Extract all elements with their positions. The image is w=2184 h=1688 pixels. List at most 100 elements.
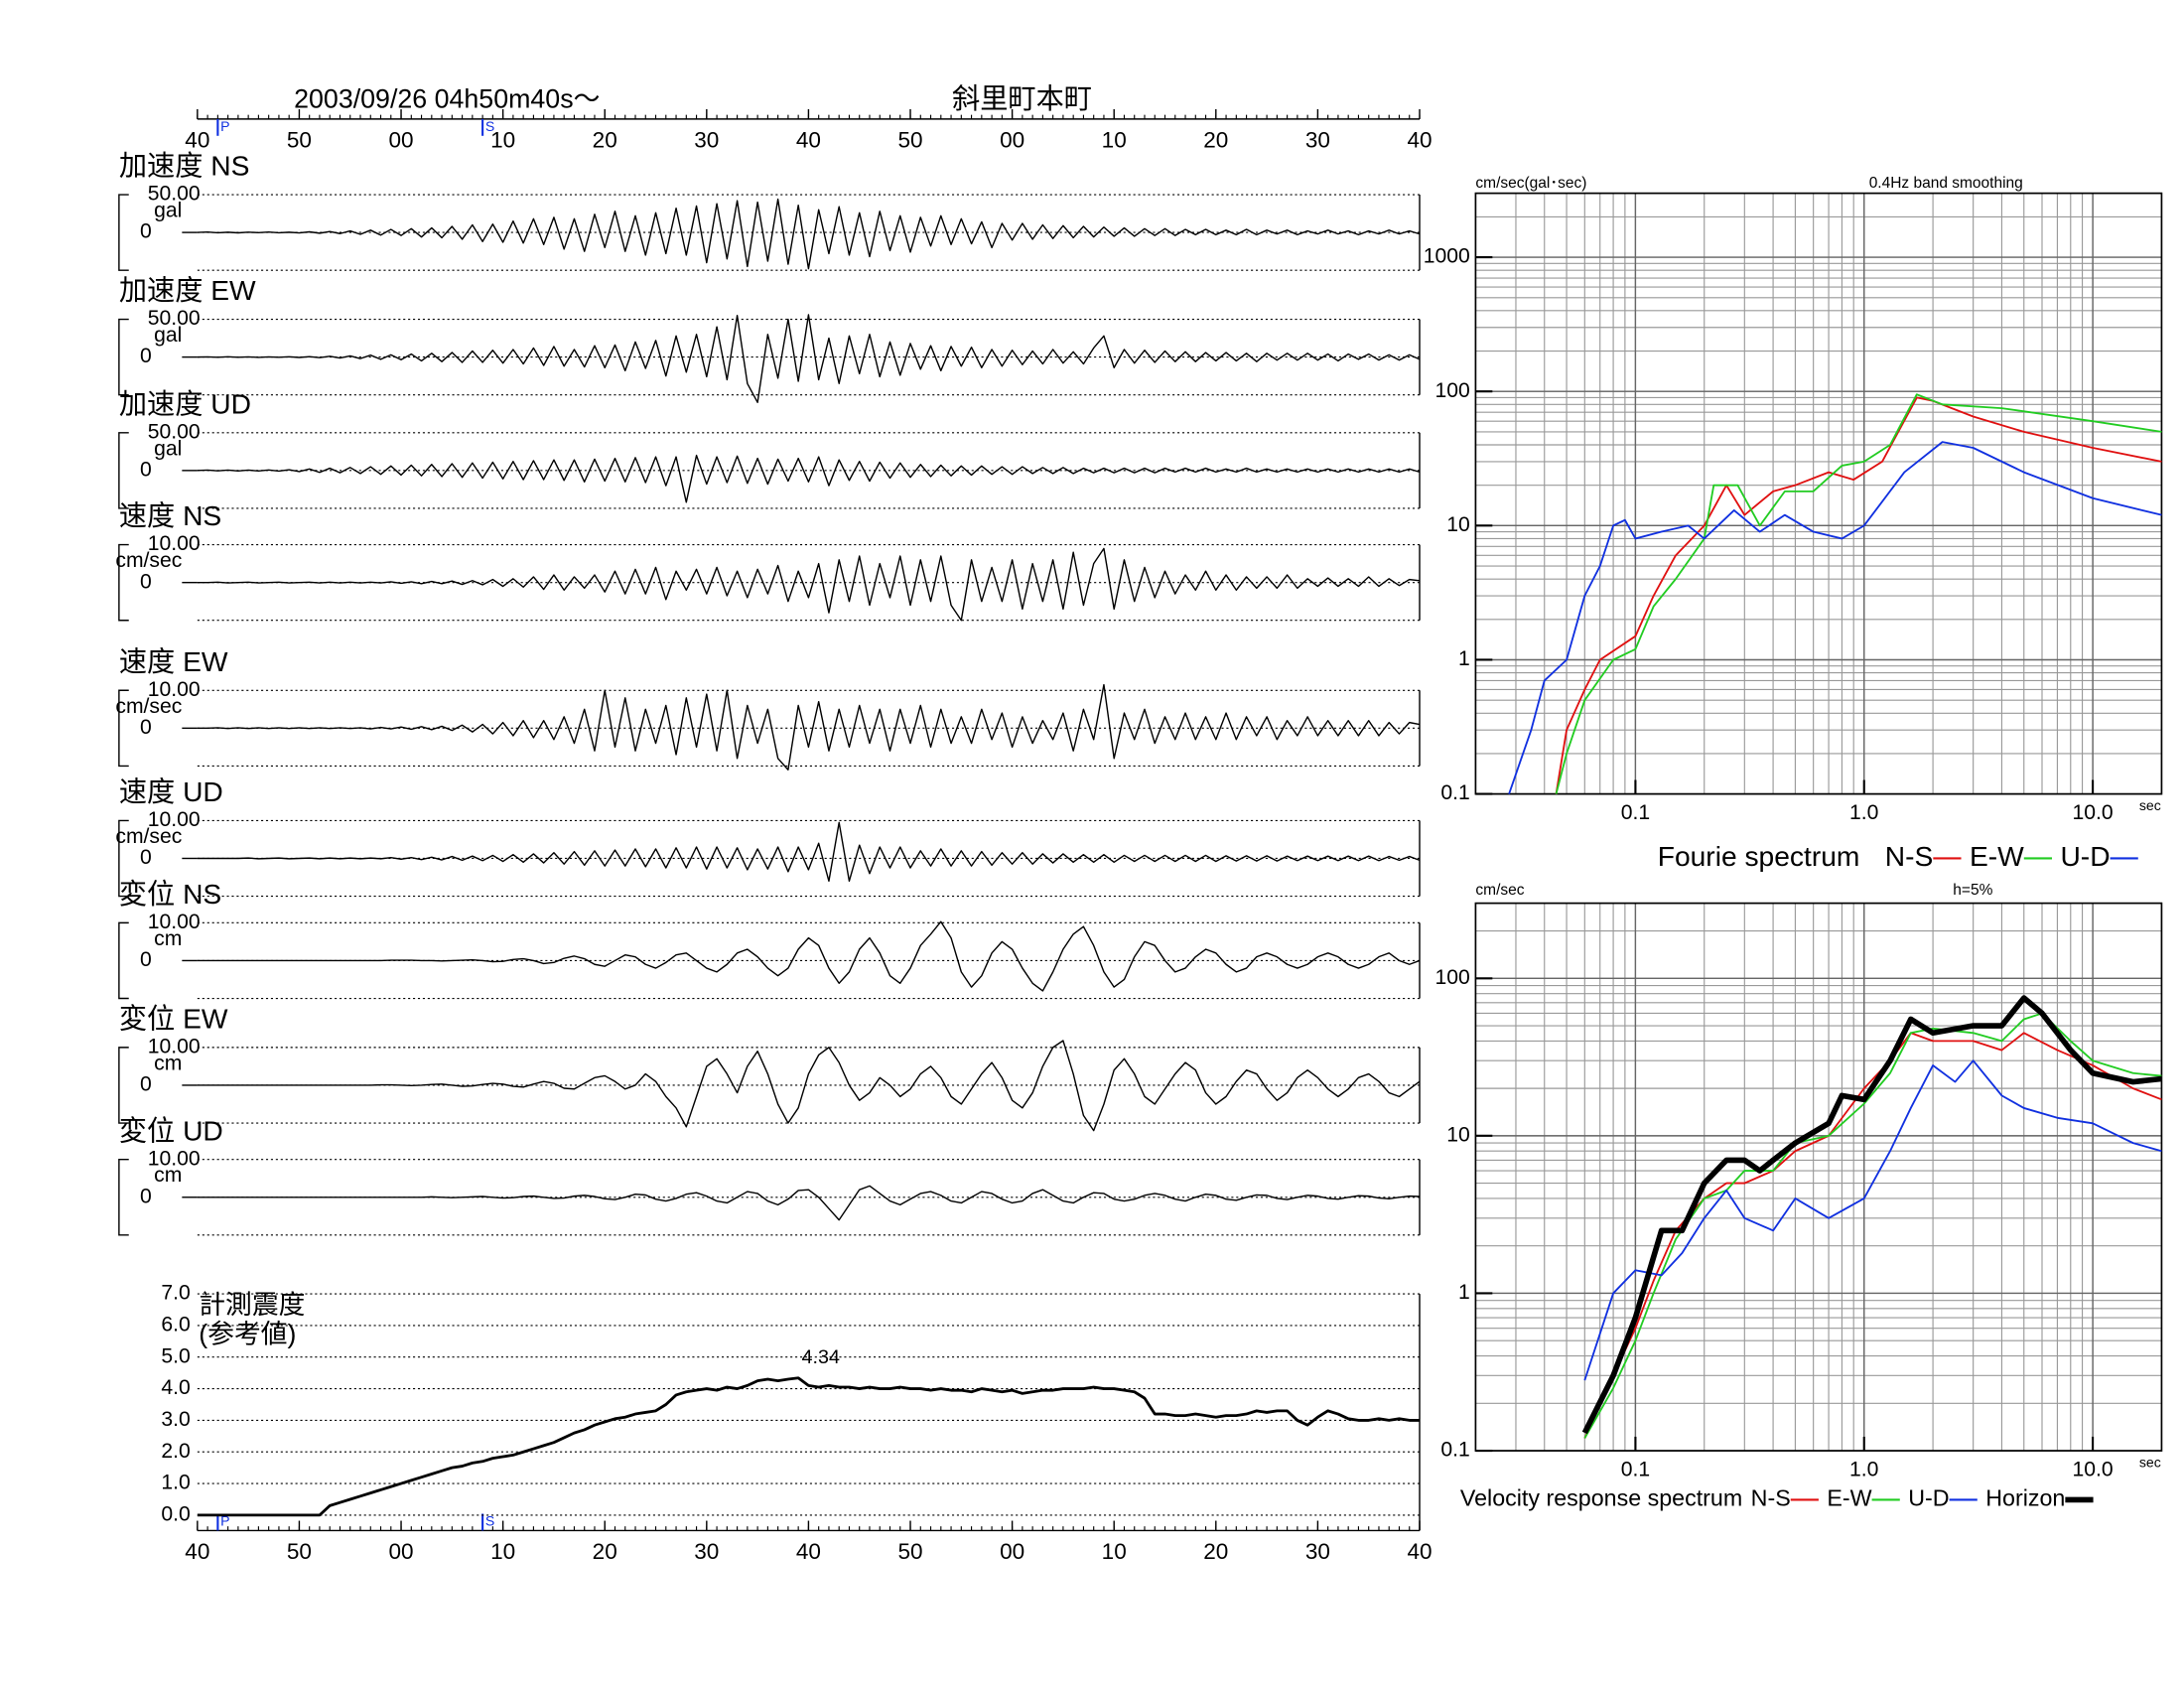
trace-title: 変位 NS xyxy=(119,878,221,910)
intensity-trace xyxy=(197,1376,1420,1517)
time-tick-label: 50 xyxy=(897,1539,922,1564)
time-tick-label: 40 xyxy=(185,127,209,152)
unit-label: cm xyxy=(154,1052,182,1074)
y-tick-label: 0.1 xyxy=(1440,1439,1469,1462)
zero-label: 0 xyxy=(140,846,152,869)
panel-bracket xyxy=(118,1158,129,1236)
panel-bracket xyxy=(118,432,129,509)
spectrum-curve xyxy=(1555,393,2162,794)
y-tick-label: 1 xyxy=(1458,1281,1470,1304)
legend-label: E-W xyxy=(1970,840,2024,872)
panel-bracket xyxy=(118,819,129,898)
scale-label: 10.00 xyxy=(148,1147,201,1170)
time-tick-label: 20 xyxy=(1203,1539,1228,1564)
unit-label: cm/sec xyxy=(115,825,182,848)
unit-label: cm/sec xyxy=(115,549,182,572)
legend-label: E-W xyxy=(1827,1485,1871,1511)
time-tick-label: 30 xyxy=(694,1539,719,1564)
y-tick-label: 0.1 xyxy=(1440,781,1469,804)
unit-label: cm xyxy=(154,1164,182,1187)
chart-subtitle: 0.4Hz band smoothing xyxy=(1869,175,2023,192)
waveform-trace xyxy=(197,821,1421,883)
y-tick-label: 6.0 xyxy=(161,1314,190,1336)
panel-bracket xyxy=(118,689,129,768)
waveform-trace xyxy=(197,920,1421,992)
time-tick-label: 40 xyxy=(796,1539,821,1564)
zero-label: 0 xyxy=(140,570,152,593)
y-tick-label: 4.0 xyxy=(161,1376,190,1399)
y-tick-label: 10 xyxy=(1446,513,1470,536)
time-tick-label: 00 xyxy=(388,127,413,152)
scale-label: 50.00 xyxy=(148,420,201,443)
time-tick-label: 30 xyxy=(1305,127,1330,152)
time-tick-label: 00 xyxy=(1000,1539,1024,1564)
y-tick-label: 1000 xyxy=(1424,245,1470,268)
chart-subtitle: (参考値) xyxy=(199,1319,296,1348)
plot-frame xyxy=(1474,192,2163,795)
legend-label: Horizon xyxy=(1985,1485,2065,1511)
scale-label: 50.00 xyxy=(148,307,201,330)
legend-label: U-D xyxy=(1908,1485,1949,1511)
waveform-trace xyxy=(197,1185,1421,1221)
panel-bracket xyxy=(118,543,129,622)
y-tick-label: 7.0 xyxy=(161,1282,190,1305)
chart-title: 計測震度 xyxy=(199,1290,305,1320)
record-time: 2003/09/26 04h50m40s～ xyxy=(294,84,600,114)
time-tick-label: 50 xyxy=(287,1539,312,1564)
x-tick-label: 1.0 xyxy=(1849,801,1878,824)
zero-label: 0 xyxy=(140,1185,152,1207)
time-tick-label: 50 xyxy=(897,127,922,152)
panel-bracket xyxy=(118,921,129,1000)
waveform-trace xyxy=(197,1040,1421,1132)
y-tick-label: 1.0 xyxy=(161,1472,190,1494)
time-tick-label: 20 xyxy=(593,127,617,152)
phase-label: P xyxy=(220,118,229,134)
legend-label: N-S xyxy=(1885,840,1934,872)
zero-label: 0 xyxy=(140,948,152,971)
scale-label: 10.00 xyxy=(148,808,201,831)
trace-title: 加速度 UD xyxy=(119,387,251,419)
time-tick-label: 10 xyxy=(490,127,515,152)
scale-label: 10.00 xyxy=(148,532,201,555)
spectrum-curve xyxy=(1581,995,2162,1435)
zero-label: 0 xyxy=(140,220,152,243)
station-name: 斜里町本町 xyxy=(952,82,1092,114)
unit-label: gal xyxy=(154,324,182,347)
x-tick-label: 0.1 xyxy=(1621,1458,1650,1480)
zero-label: 0 xyxy=(140,716,152,739)
unit-label: cm/sec xyxy=(115,695,182,718)
time-tick-label: 40 xyxy=(796,127,821,152)
waveform-trace xyxy=(197,198,1421,270)
x-axis-label: sec xyxy=(2139,797,2161,813)
phase-label: P xyxy=(220,1513,229,1529)
chart-subtitle: h=5% xyxy=(1953,882,1992,899)
zero-label: 0 xyxy=(140,458,152,481)
phase-label: S xyxy=(485,1513,494,1529)
trace-title: 変位 UD xyxy=(119,1114,223,1146)
units-label: cm/sec xyxy=(1475,882,1524,899)
spectrum-curve xyxy=(1555,396,2162,794)
panel-bracket xyxy=(118,1047,129,1124)
trace-title: 加速度 EW xyxy=(119,274,256,306)
scale-label: 10.00 xyxy=(148,1035,201,1057)
time-tick-label: 00 xyxy=(388,1539,413,1564)
trace-title: 速度 NS xyxy=(119,499,221,531)
legend-label: U-D xyxy=(2060,840,2110,872)
plot-frame xyxy=(1474,902,2163,1452)
time-tick-label: 50 xyxy=(287,127,312,152)
legend-title: Fourie spectrum xyxy=(1658,840,1860,872)
y-tick-label: 100 xyxy=(1434,966,1469,989)
legend-title: Velocity response spectrum xyxy=(1460,1485,1742,1511)
y-tick-label: 10 xyxy=(1446,1123,1470,1146)
legend-label: N-S xyxy=(1751,1485,1791,1511)
trace-title: 変位 EW xyxy=(119,1003,228,1035)
panel-bracket xyxy=(118,318,129,396)
y-tick-label: 1 xyxy=(1458,647,1470,670)
scale-label: 10.00 xyxy=(148,911,201,933)
time-tick-label: 20 xyxy=(593,1539,617,1564)
units-label: cm/sec(gal･sec) xyxy=(1475,175,1586,192)
time-tick-label: 40 xyxy=(1407,1539,1432,1564)
waveform-trace xyxy=(197,314,1421,404)
